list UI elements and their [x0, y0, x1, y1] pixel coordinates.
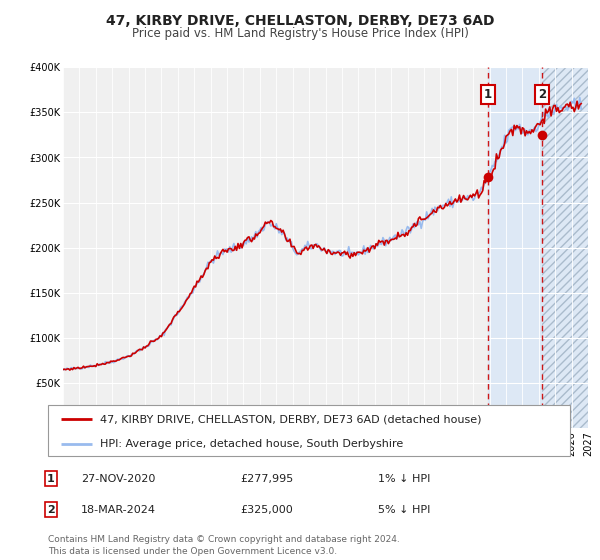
Text: 1: 1	[47, 474, 55, 484]
Text: £277,995: £277,995	[240, 474, 293, 484]
Text: 2: 2	[538, 88, 546, 101]
Text: 47, KIRBY DRIVE, CHELLASTON, DERBY, DE73 6AD: 47, KIRBY DRIVE, CHELLASTON, DERBY, DE73…	[106, 14, 494, 28]
Text: This data is licensed under the Open Government Licence v3.0.: This data is licensed under the Open Gov…	[48, 547, 337, 556]
Text: 5% ↓ HPI: 5% ↓ HPI	[378, 505, 430, 515]
Text: 47, KIRBY DRIVE, CHELLASTON, DERBY, DE73 6AD (detached house): 47, KIRBY DRIVE, CHELLASTON, DERBY, DE73…	[100, 414, 482, 424]
Text: Contains HM Land Registry data © Crown copyright and database right 2024.: Contains HM Land Registry data © Crown c…	[48, 535, 400, 544]
Text: 2: 2	[47, 505, 55, 515]
FancyBboxPatch shape	[48, 405, 570, 456]
Bar	[488, 67, 542, 428]
Text: 1% ↓ HPI: 1% ↓ HPI	[378, 474, 430, 484]
Text: Price paid vs. HM Land Registry's House Price Index (HPI): Price paid vs. HM Land Registry's House …	[131, 27, 469, 40]
Text: 18-MAR-2024: 18-MAR-2024	[81, 505, 156, 515]
Text: HPI: Average price, detached house, South Derbyshire: HPI: Average price, detached house, Sout…	[100, 438, 403, 449]
Text: £325,000: £325,000	[240, 505, 293, 515]
Text: 1: 1	[484, 88, 492, 101]
Bar	[542, 67, 588, 428]
Text: 27-NOV-2020: 27-NOV-2020	[81, 474, 155, 484]
